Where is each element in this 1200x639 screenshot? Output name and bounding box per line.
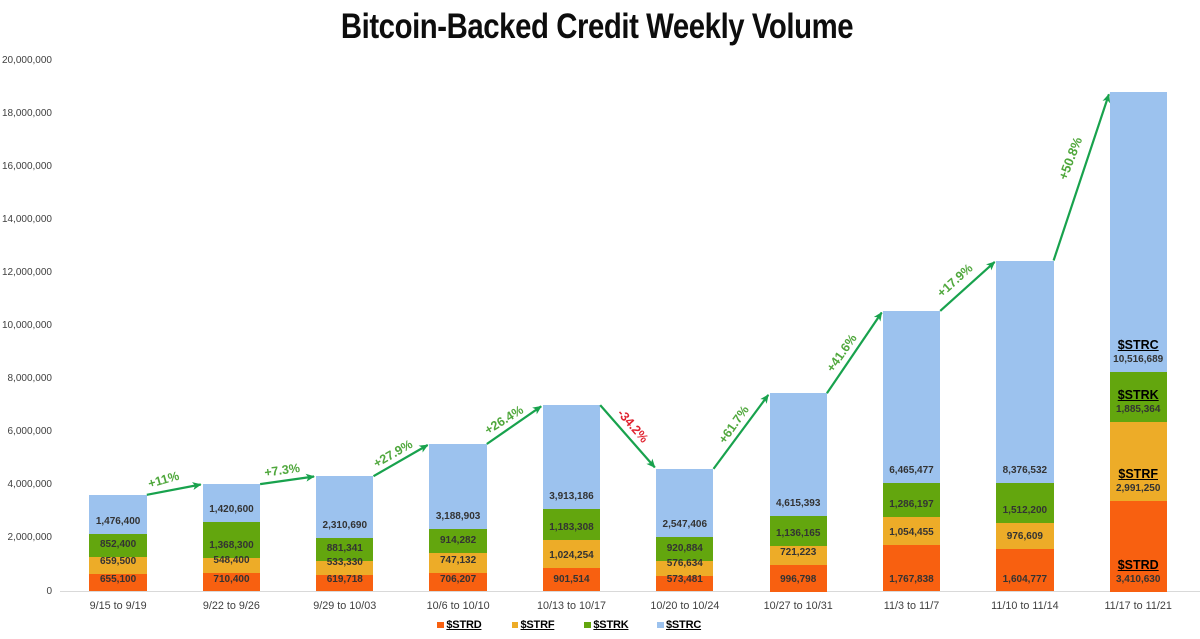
- svg-text:+11%: +11%: [146, 469, 180, 491]
- svg-text:+50.8%: +50.8%: [1055, 135, 1085, 182]
- svg-text:+7.3%: +7.3%: [263, 461, 300, 480]
- svg-text:+17.9%: +17.9%: [934, 261, 975, 300]
- svg-text:-34.2%: -34.2%: [615, 406, 652, 445]
